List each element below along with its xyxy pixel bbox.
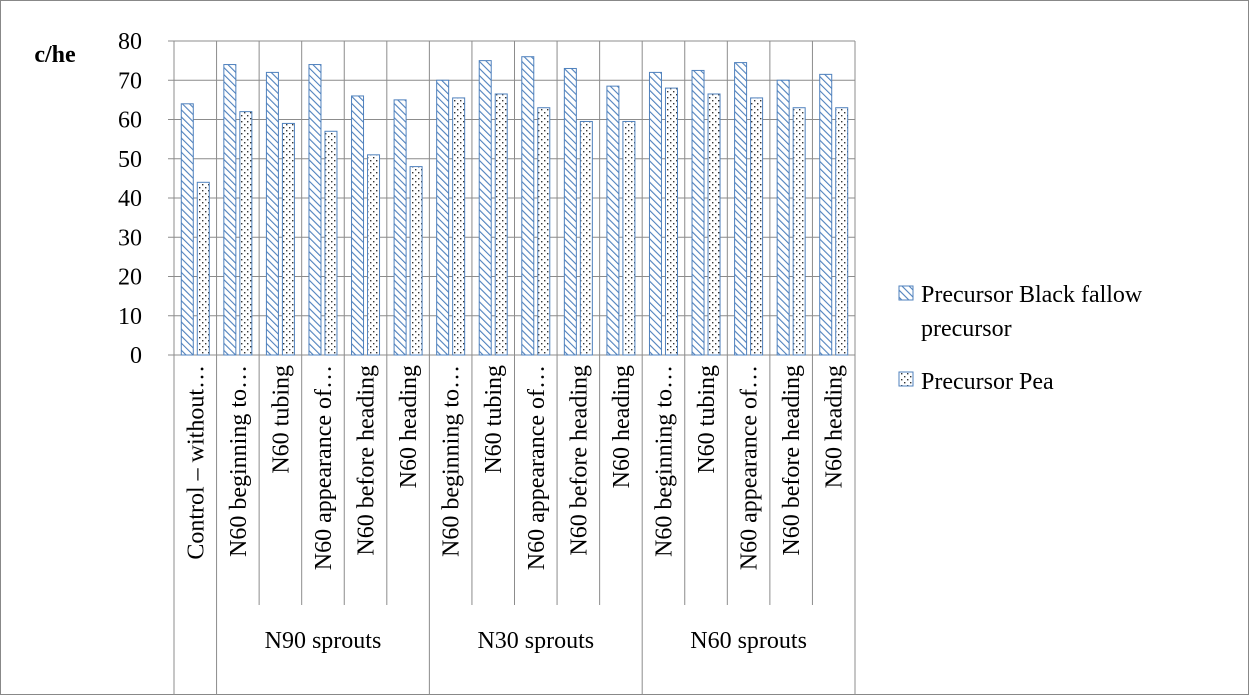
y-tick-label: 30 — [118, 225, 142, 251]
x-tick-label: N60 heading — [822, 365, 848, 488]
bar-series-2-2 — [239, 111, 253, 356]
x-tick-label: N60 heading — [609, 365, 635, 488]
x-tick-label: Control – without… — [183, 365, 209, 560]
legend-swatch-series-2 — [898, 371, 914, 387]
bar-series-2-5 — [367, 154, 381, 356]
bar-series-2-12 — [664, 87, 678, 356]
bar-series-1-14 — [734, 62, 748, 356]
x-tick-labels: Control – without… N60 beginning to… N60 t… — [183, 365, 847, 570]
bar-series-2-7 — [452, 97, 466, 356]
bar-series-2-8 — [494, 93, 508, 356]
legend-label-series-1-line1: Precursor Black fallow — [921, 282, 1143, 308]
bar-series-2-16 — [835, 107, 849, 356]
group-labels: N90 sprouts N30 sprouts N60 sprouts — [265, 628, 807, 654]
bar-series-1-6 — [393, 99, 407, 356]
legend-item-series-2: Precursor Pea — [898, 369, 1054, 395]
group-label: N60 sprouts — [690, 628, 807, 654]
bar-series-1-15 — [776, 79, 790, 356]
bar-series-1-1 — [180, 103, 194, 356]
legend-swatch-series-1 — [898, 285, 914, 301]
y-tick-label: 10 — [118, 304, 142, 330]
y-tick-label: 50 — [118, 147, 142, 173]
bar-series-2-10 — [579, 120, 593, 356]
x-tick-label: N60 appearance of… — [311, 365, 337, 570]
x-tick-label: N60 appearance of… — [737, 365, 763, 570]
legend-item-series-1: Precursor Black fallow precursor — [898, 282, 1143, 342]
legend: Precursor Black fallow precursor Precurs… — [898, 282, 1143, 395]
y-tick-label: 80 — [118, 29, 142, 55]
group-label: N90 sprouts — [265, 628, 382, 654]
bar-series-2-11 — [622, 120, 636, 356]
x-tick-label: N60 before heading — [566, 365, 592, 556]
x-tick-label: N60 appearance of… — [524, 365, 550, 570]
group-label: N30 sprouts — [477, 628, 594, 654]
x-tick-label: N60 heading — [396, 365, 422, 488]
bar-series-1-11 — [606, 85, 620, 356]
bar-series-2-9 — [537, 107, 551, 356]
bar-series-1-8 — [478, 60, 492, 356]
bar-series-2-15 — [792, 107, 806, 356]
x-tick-label: N60 tubing — [268, 365, 294, 474]
y-tick-label: 40 — [118, 186, 142, 212]
bar-series-1-7 — [436, 79, 450, 356]
bar-series-2-13 — [707, 93, 721, 356]
x-tick-label: N60 beginning to… — [439, 365, 465, 557]
bar-series-2-1 — [196, 181, 210, 356]
x-tick-label: N60 before heading — [779, 365, 805, 556]
x-tick-label: N60 before heading — [354, 365, 380, 556]
bar-series-2-3 — [281, 122, 295, 356]
bar-series-1-10 — [563, 67, 577, 356]
bar-series-1-3 — [265, 71, 279, 356]
y-axis-label: c/he — [34, 42, 76, 68]
y-tick-label: 20 — [118, 265, 142, 291]
bar-series-2-6 — [409, 166, 423, 356]
x-tick-label: N60 tubing — [694, 365, 720, 474]
x-tick-label: N60 tubing — [481, 365, 507, 474]
bar-series-1-13 — [691, 69, 705, 356]
bar-series-1-16 — [819, 73, 833, 356]
bars — [180, 56, 849, 356]
bar-series-2-4 — [324, 130, 338, 356]
bar-series-2-14 — [750, 97, 764, 356]
y-tick-label: 60 — [118, 108, 142, 134]
x-tick-label: N60 beginning to… — [651, 365, 677, 557]
y-tick-label: 0 — [130, 343, 142, 369]
y-tick-label: 70 — [118, 68, 142, 94]
bar-series-1-4 — [308, 64, 322, 356]
bar-series-1-5 — [351, 95, 365, 356]
bar-series-1-2 — [223, 64, 237, 356]
bar-series-1-9 — [521, 56, 535, 356]
legend-label-series-1-line2: precursor — [921, 316, 1012, 342]
x-tick-label: N60 beginning to… — [226, 365, 252, 557]
bar-series-1-12 — [648, 71, 662, 356]
y-tick-labels: 0 10 20 30 40 50 60 70 80 — [118, 29, 142, 369]
legend-label-series-2: Precursor Pea — [921, 369, 1054, 395]
